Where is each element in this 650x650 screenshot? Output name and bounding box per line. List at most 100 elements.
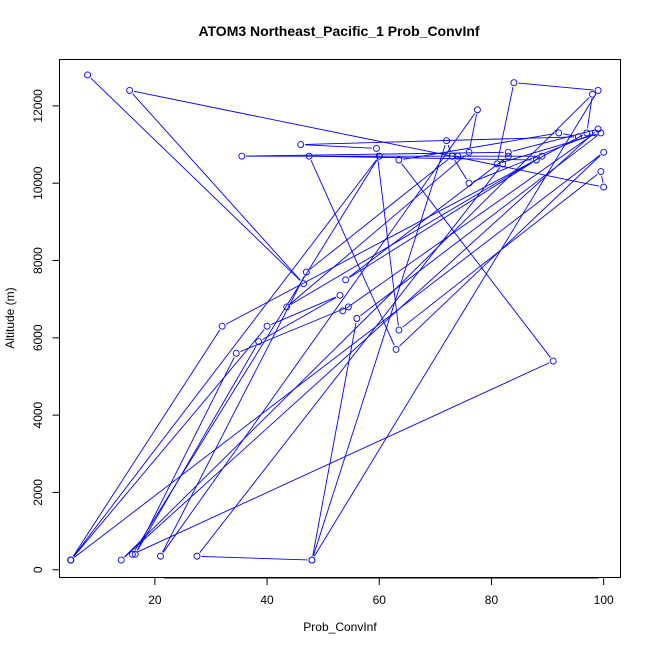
series-segment [124, 131, 596, 558]
data-point [395, 156, 403, 164]
series-segment [132, 93, 301, 281]
data-point [126, 86, 134, 94]
series-segment [124, 97, 590, 558]
series-segment [137, 345, 257, 551]
y-axis-label: Altitude (m) [3, 287, 17, 348]
series-segment [305, 136, 574, 145]
data-point [297, 141, 305, 148]
data-point [117, 556, 125, 564]
data-point [342, 276, 350, 284]
series-segment [225, 134, 584, 325]
series-segment [403, 133, 555, 160]
data-point [594, 86, 602, 94]
series-segment [72, 329, 221, 557]
y-tick-label: 0 [31, 566, 45, 573]
data-point [344, 303, 352, 311]
x-axis-label: Prob_ConvInf [303, 620, 377, 634]
series-segment [262, 297, 337, 340]
data-point [597, 168, 605, 176]
data-point [157, 552, 164, 560]
series-segment [469, 114, 478, 148]
data-point [339, 307, 347, 315]
data-point [395, 326, 403, 334]
series-segment [199, 167, 501, 553]
series-segment [90, 77, 301, 281]
series-segment [454, 159, 468, 180]
series-segment [310, 160, 395, 346]
x-tick-label: 40 [260, 593, 274, 607]
series-segment [349, 162, 533, 278]
series-segment [512, 129, 594, 152]
y-tick-label: 6000 [31, 324, 45, 351]
x-tick-label: 80 [485, 593, 499, 607]
y-tick-label: 2000 [31, 479, 45, 506]
series-segment [473, 134, 592, 182]
series-segment [312, 322, 357, 556]
data-point [443, 137, 451, 145]
series-segment [401, 163, 551, 358]
data-point [538, 152, 546, 160]
y-ticks: 0 2000 4000 6000 8000 10000 12000 [31, 89, 60, 573]
data-series [67, 71, 608, 564]
data-point [600, 183, 608, 191]
series-segment [162, 275, 305, 553]
series-segment [74, 154, 601, 558]
series-segment [313, 94, 597, 557]
series-segment [346, 135, 592, 309]
series-segment [290, 158, 539, 306]
y-tick-label: 10000 [31, 166, 45, 200]
data-point [454, 152, 462, 160]
data-point [473, 106, 481, 114]
data-point [375, 152, 383, 160]
series-segment [136, 362, 550, 553]
series-segment [271, 296, 337, 325]
data-point [465, 179, 473, 187]
data-point [600, 148, 608, 156]
data-point [583, 129, 591, 137]
data-point [336, 291, 344, 299]
data-point [555, 129, 563, 137]
series-segment [73, 329, 265, 557]
data-point [193, 552, 201, 560]
y-tick-label: 8000 [31, 247, 45, 274]
data-point [255, 338, 263, 346]
data-point [574, 133, 582, 141]
data-point [84, 71, 92, 79]
data-point [283, 303, 291, 311]
x-tick-label: 100 [594, 593, 614, 607]
series-segment [447, 144, 452, 153]
data-point [218, 322, 226, 330]
data-point [302, 268, 310, 276]
chart-title: ATOM3 Northeast_Pacific_1 Prob_ConvInf [198, 23, 479, 39]
data-point [465, 148, 473, 156]
data-point [263, 322, 271, 330]
data-point [305, 152, 313, 160]
data-point [589, 90, 596, 98]
series-segment [136, 357, 235, 551]
series-segment [313, 155, 532, 161]
data-point [504, 148, 512, 156]
x-ticks: 20 40 60 80 100 [148, 578, 614, 607]
data-point [392, 345, 400, 353]
series-segment [162, 113, 476, 553]
data-point [300, 280, 307, 288]
y-tick-label: 4000 [31, 401, 45, 428]
x-tick-label: 20 [148, 593, 162, 607]
series-segment [289, 154, 466, 305]
data-point [549, 357, 557, 365]
y-tick-label: 12000 [31, 89, 45, 123]
data-point [373, 144, 380, 152]
series-segment [518, 82, 594, 91]
data-point [67, 556, 75, 564]
series-segment [601, 175, 604, 183]
data-point [510, 79, 518, 87]
data-point [493, 160, 501, 168]
series-segment [309, 158, 449, 270]
series-segment [246, 151, 504, 157]
series-segment [587, 98, 593, 129]
data-point [232, 349, 240, 357]
data-point [353, 315, 361, 322]
series-segment [133, 90, 600, 187]
data-point [532, 156, 540, 164]
